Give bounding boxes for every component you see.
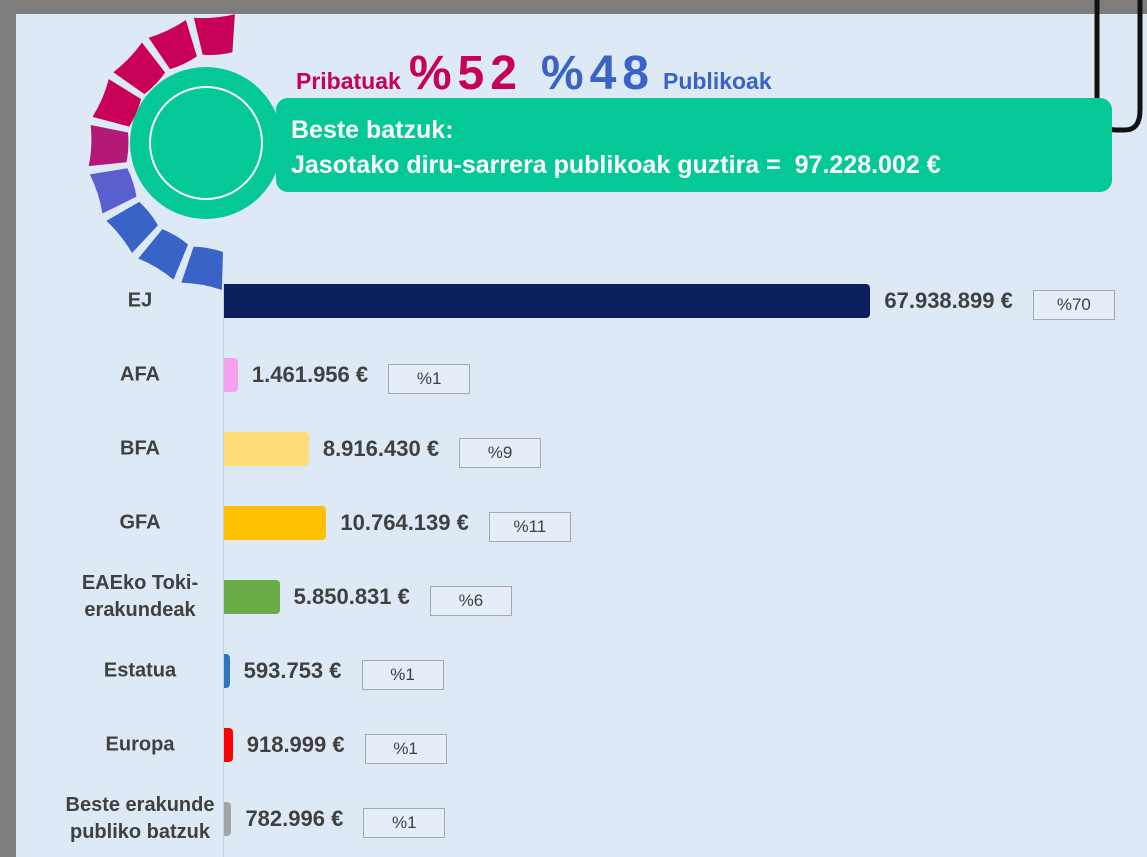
ring-segment xyxy=(106,201,158,254)
public-share: %48 xyxy=(540,47,655,100)
category-label: AFA xyxy=(120,363,160,386)
value-label: 5.850.831 € xyxy=(293,584,410,609)
bar-row: 67.938.899 € %70 xyxy=(224,283,1115,320)
percent-label: %9 xyxy=(459,438,542,468)
header: Pribatuak %52 %48 Publikoak xyxy=(296,46,772,101)
percent-label: %1 xyxy=(361,660,444,690)
value-label: 67.938.899 € xyxy=(884,288,1013,313)
ring-segment xyxy=(113,42,166,95)
value-label: 1.461.956 € xyxy=(251,362,369,387)
ring-segment xyxy=(138,229,189,280)
banner-line: Beste batzuk: xyxy=(291,116,454,144)
bar xyxy=(224,358,238,392)
ring-segment xyxy=(181,246,224,290)
decoration xyxy=(88,0,1143,290)
bar xyxy=(224,654,230,688)
percent-label: %70 xyxy=(1032,290,1115,320)
value-label: 10.764.139 € xyxy=(340,510,469,535)
value-label: 782.996 € xyxy=(245,806,344,831)
bar xyxy=(224,284,871,318)
bar xyxy=(224,728,233,762)
private-share: %52 xyxy=(408,47,523,100)
banner xyxy=(276,98,1112,192)
ring-inner xyxy=(149,86,263,200)
category-label: Europa xyxy=(105,733,175,756)
bar-row: 918.999 € %1 xyxy=(224,727,447,764)
ring-segment xyxy=(88,125,129,167)
bar-row: 593.753 € %1 xyxy=(224,653,444,690)
public-label: Publikoak xyxy=(662,68,772,94)
bar-row: 10.764.139 € %11 xyxy=(224,505,571,542)
ring-segment xyxy=(193,14,235,55)
private-label: Pribatuak xyxy=(296,68,401,94)
bar-row: 782.996 € %1 xyxy=(224,801,446,838)
category-label: Estatua xyxy=(103,659,177,682)
category-label: GFA xyxy=(119,511,161,534)
percent-label: %6 xyxy=(429,586,512,616)
category-label: EJ xyxy=(127,289,153,312)
bar-row: 1.461.956 € %1 xyxy=(224,357,471,394)
banner-line: Jasotako diru-sarrera publikoak guztira … xyxy=(291,151,941,179)
percent-label: %1 xyxy=(363,808,446,838)
axis-line xyxy=(223,282,224,857)
bar xyxy=(224,506,327,540)
category-label: BFA xyxy=(120,437,160,460)
category-label: EAEko Toki- erakundeak xyxy=(81,572,199,621)
percent-label: %11 xyxy=(488,512,571,542)
bar xyxy=(224,802,232,836)
ring-segment xyxy=(89,168,137,214)
value-label: 8.916.430 € xyxy=(322,436,440,461)
ring-segment xyxy=(148,19,197,70)
percent-label: %1 xyxy=(388,364,471,394)
value-label: 918.999 € xyxy=(246,732,345,757)
ring-disc xyxy=(130,67,282,219)
value-label: 593.753 € xyxy=(243,658,342,683)
ring-segment xyxy=(92,79,142,127)
bar xyxy=(224,580,280,614)
percent-label: %1 xyxy=(364,734,447,764)
category-label: Beste erakunde publiko batzuk xyxy=(65,794,215,843)
bar xyxy=(224,432,309,466)
bar-row: 8.916.430 € %9 xyxy=(224,431,542,468)
bar-row: 5.850.831 € %6 xyxy=(224,579,512,616)
